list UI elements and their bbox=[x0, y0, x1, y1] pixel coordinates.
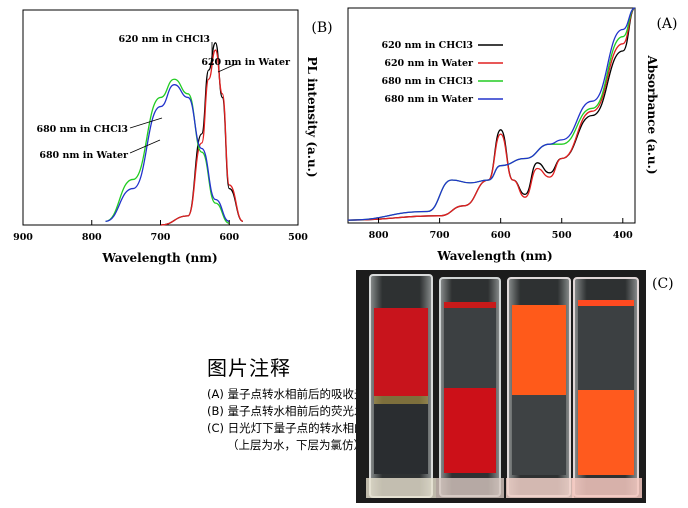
caption-title: 图片注释 bbox=[207, 356, 291, 380]
abs-xtick-label-800: 800 bbox=[369, 230, 389, 241]
cuvette-photo bbox=[356, 270, 646, 503]
abs-plot-frame bbox=[347, 7, 636, 224]
abs-ylabel: Absorbance (a.u.) bbox=[645, 54, 659, 174]
abs-xtick-label-500: 500 bbox=[552, 230, 572, 241]
abs-legend-680-water: 680 nm in Water bbox=[384, 94, 474, 105]
pl-series-680-water bbox=[105, 84, 230, 223]
abs-legend-620-chcl3: 620 nm in CHCl3 bbox=[381, 40, 473, 51]
abs-series-620-water bbox=[347, 7, 636, 221]
pl-legend-680-water: 680 nm in Water bbox=[39, 150, 129, 161]
pl-xlabel: Wavelength (nm) bbox=[101, 251, 217, 265]
caption-line-c: (C) 日光灯下量子点的转水相的照片 bbox=[207, 421, 389, 435]
pl-legend-620-chcl3: 620 nm in CHCl3 bbox=[118, 34, 210, 45]
pl-pointer-680-water bbox=[129, 139, 161, 154]
pl-pointer-680-chcl3 bbox=[129, 117, 163, 129]
pl-panel-label: (B) bbox=[311, 20, 332, 36]
caption-line-a: (A) 量子点转水相前后的吸收光谱 bbox=[207, 387, 377, 401]
abs-xtick-label-400: 400 bbox=[613, 230, 633, 241]
caption-line-d: （上层为水，下层为氯仿） bbox=[227, 438, 365, 452]
pl-series-620-water bbox=[160, 49, 244, 226]
abs-legend-620-water: 620 nm in Water bbox=[384, 58, 474, 69]
cuvette-1 bbox=[366, 274, 436, 498]
pl-xtick-label-800: 800 bbox=[82, 232, 102, 243]
abs-xlabel: Wavelength (nm) bbox=[436, 249, 552, 263]
caption-lines: (A) 量子点转水相前后的吸收光谱 (B) 量子点转水相前后的荧光发射光谱 (C… bbox=[207, 386, 400, 454]
caption-line-b: (B) 量子点转水相前后的荧光发射光谱 bbox=[207, 404, 401, 418]
pl-xtick-label-600: 600 bbox=[219, 232, 239, 243]
cuvette-2 bbox=[436, 277, 504, 498]
pl-xtick-label-700: 700 bbox=[151, 232, 171, 243]
photo-panel-label: (C) bbox=[652, 276, 674, 292]
pl-xtick-label-500: 500 bbox=[288, 232, 308, 243]
pl-ylabel: PL intensity (a.u.) bbox=[305, 56, 319, 177]
cuvette-4 bbox=[572, 277, 642, 498]
abs-series-680-water bbox=[347, 7, 636, 221]
pl-legend-680-chcl3: 680 nm in CHCl3 bbox=[36, 124, 128, 135]
pl-series-680-chcl3 bbox=[105, 78, 230, 224]
abs-panel-label: (A) bbox=[656, 16, 677, 32]
cuvette-3 bbox=[506, 277, 574, 498]
abs-legend-680-chcl3: 680 nm in CHCl3 bbox=[381, 76, 473, 87]
abs-xtick-label-700: 700 bbox=[430, 230, 450, 241]
absorbance-chart: 800 700 600 500 400 (A) Absorbance (a.u.) Wa… bbox=[347, 7, 678, 263]
pl-series-620-chcl3 bbox=[160, 42, 244, 226]
pl-legend-620-water: 620 nm in Water bbox=[201, 57, 291, 68]
abs-xtick-label-600: 600 bbox=[491, 230, 511, 241]
pl-xtick-label-900: 900 bbox=[13, 232, 33, 243]
pl-pointer-620-water bbox=[217, 63, 237, 73]
pl-chart: 900 800 700 600 500 (B) PL intensity (a.u.) … bbox=[13, 9, 333, 265]
